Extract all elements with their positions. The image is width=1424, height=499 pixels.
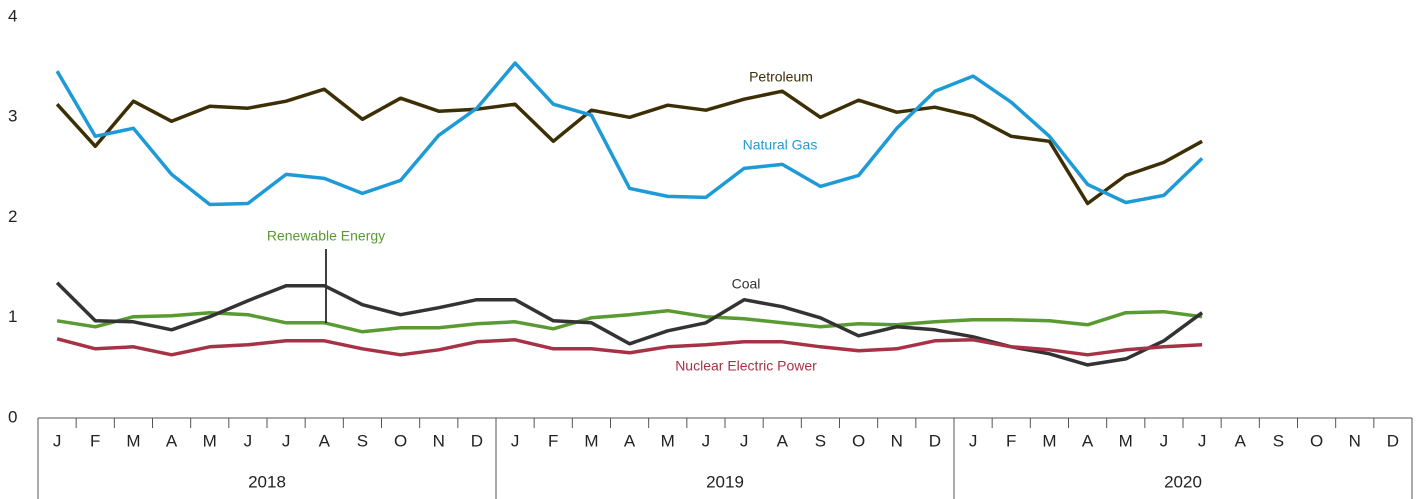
x-tick-label: A <box>777 431 789 450</box>
y-tick-label: 2 <box>8 207 17 226</box>
x-tick-label: N <box>1349 431 1361 450</box>
x-tick-label: S <box>357 431 368 450</box>
group-label: 2018 <box>248 472 286 491</box>
x-tick-label: J <box>702 431 711 450</box>
x-tick-label: N <box>433 431 445 450</box>
x-tick-label: M <box>584 431 598 450</box>
series-line <box>56 337 1203 357</box>
x-tick-label: A <box>1082 431 1094 450</box>
y-tick-label: 4 <box>8 6 17 25</box>
series-label: Petroleum <box>749 69 813 85</box>
x-tick-label: M <box>126 431 140 450</box>
x-tick-label: M <box>203 431 217 450</box>
x-tick-label: F <box>1006 431 1016 450</box>
series-line <box>55 61 1204 207</box>
x-tick-label: O <box>852 431 865 450</box>
x-tick-label: J <box>53 431 62 450</box>
x-tick-label: M <box>661 431 675 450</box>
series-label: Natural Gas <box>743 137 818 153</box>
series-label: Coal <box>732 276 761 292</box>
x-tick-label: F <box>90 431 100 450</box>
group-label: 2019 <box>706 472 744 491</box>
x-tick-label: A <box>166 431 178 450</box>
x-tick-label: J <box>740 431 749 450</box>
x-tick-label: A <box>624 431 636 450</box>
x-tick-label: D <box>471 431 483 450</box>
x-tick-label: S <box>1273 431 1284 450</box>
x-tick-label: J <box>244 431 253 450</box>
y-tick-label: 3 <box>8 107 17 126</box>
x-tick-label: A <box>319 431 331 450</box>
x-tick-label: D <box>929 431 941 450</box>
x-tick-label: O <box>1310 431 1323 450</box>
x-tick-label: F <box>548 431 558 450</box>
x-tick-label: N <box>891 431 903 450</box>
x-tick-label: J <box>511 431 520 450</box>
y-tick-label: 0 <box>8 407 17 426</box>
x-tick-label: J <box>1160 431 1169 450</box>
x-tick-label: J <box>969 431 978 450</box>
series-line <box>56 308 1203 334</box>
x-tick-label: A <box>1235 431 1247 450</box>
x-tick-label: J <box>282 431 291 450</box>
x-tick-label: M <box>1042 431 1056 450</box>
x-tick-label: J <box>1198 431 1207 450</box>
series-label: Nuclear Electric Power <box>675 358 817 374</box>
series-line <box>55 87 1203 206</box>
x-tick-label: M <box>1119 431 1133 450</box>
y-tick-label: 1 <box>8 307 17 326</box>
x-tick-label: D <box>1387 431 1399 450</box>
series-label: Renewable Energy <box>267 228 385 244</box>
x-tick-label: O <box>394 431 407 450</box>
x-tick-label: S <box>815 431 826 450</box>
group-label: 2020 <box>1164 472 1202 491</box>
